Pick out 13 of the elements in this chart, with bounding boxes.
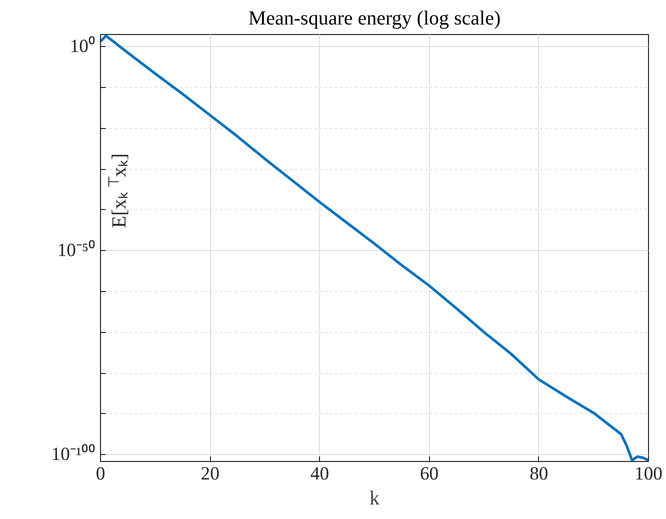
chart-title: Mean-square energy (log scale): [248, 8, 501, 30]
x-tick-label: 40: [310, 464, 330, 484]
x-axis-title: k: [370, 488, 380, 510]
x-tick-label: 60: [420, 464, 439, 484]
x-tick-label: 0: [96, 464, 106, 484]
x-tick-label: 20: [200, 464, 220, 484]
y-tick-label: 10⁻⁵⁰: [57, 240, 96, 262]
y-tick-label: 10⁻¹⁰⁰: [51, 444, 96, 466]
y-axis-title: E[xₖ⊤xₖ]: [106, 153, 130, 228]
y-tick-label: 10⁰: [70, 36, 96, 58]
line-series: [100, 34, 648, 462]
x-tick-label: 100: [634, 464, 662, 484]
x-tick-label: 80: [530, 464, 548, 484]
